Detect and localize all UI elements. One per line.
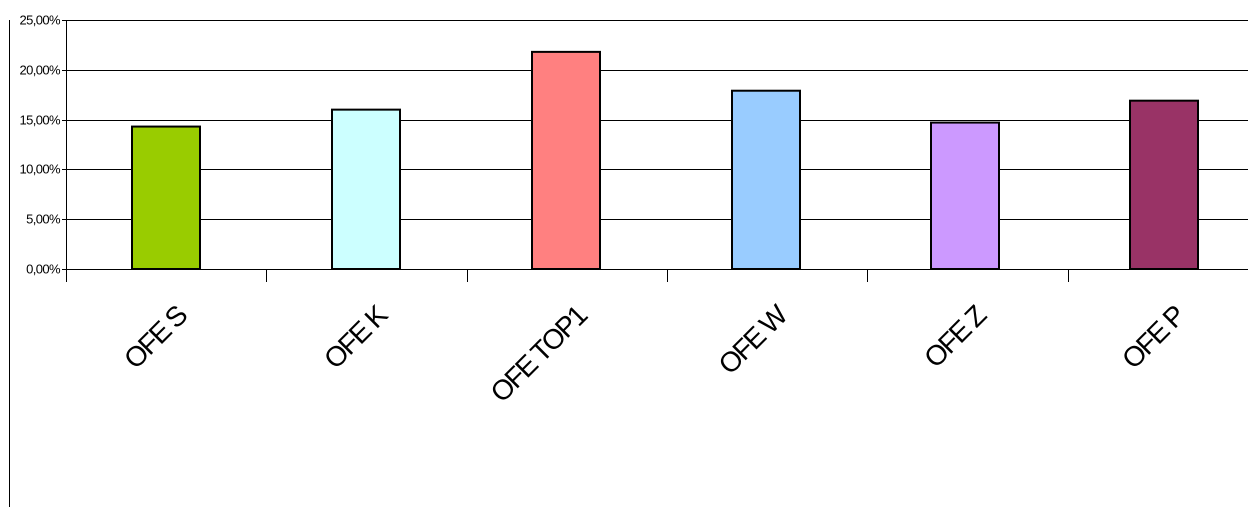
x-tick-label: OFE P bbox=[1116, 299, 1191, 374]
bar bbox=[732, 91, 800, 269]
gridlines bbox=[66, 21, 1248, 220]
bar bbox=[1130, 101, 1198, 269]
x-tick-label: OFE TOP1 bbox=[484, 299, 593, 408]
bars bbox=[132, 52, 1198, 269]
x-tick-label: OFE S bbox=[118, 299, 193, 374]
x-tick-label: OFE Z bbox=[918, 299, 992, 373]
bar bbox=[132, 127, 200, 269]
y-tick-label: 15,00% bbox=[20, 113, 62, 128]
bar bbox=[931, 123, 999, 269]
x-tick-label: OFE K bbox=[318, 299, 394, 375]
y-tick-label: 25,00% bbox=[20, 13, 62, 28]
x-tick-label: OFE W bbox=[713, 299, 795, 381]
y-tick-label: 10,00% bbox=[20, 162, 62, 177]
x-tick-labels: OFE S OFE K OFE TOP1 OFE W OFE Z OFE P bbox=[118, 299, 1191, 409]
y-tick-label: 20,00% bbox=[20, 63, 62, 78]
y-tick-label: 5,00% bbox=[26, 212, 61, 227]
y-tick-label: 0,00% bbox=[26, 262, 61, 277]
bar bbox=[332, 110, 400, 269]
y-tick-labels: 0,00% 5,00% 10,00% 15,00% 20,00% 25,00% bbox=[20, 13, 62, 277]
bar bbox=[532, 52, 600, 269]
